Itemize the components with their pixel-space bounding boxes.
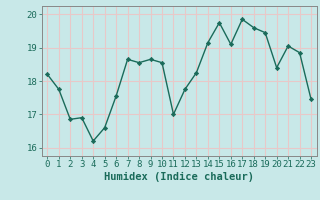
X-axis label: Humidex (Indice chaleur): Humidex (Indice chaleur) xyxy=(104,172,254,182)
